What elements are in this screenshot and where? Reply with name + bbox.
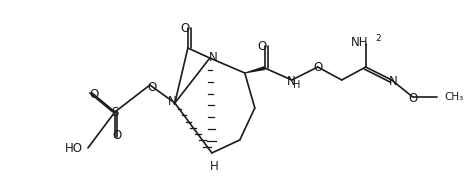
Text: 2: 2: [375, 34, 380, 43]
Text: S: S: [111, 106, 118, 120]
Text: CH₃: CH₃: [445, 92, 464, 102]
Text: H: H: [210, 161, 218, 173]
Polygon shape: [245, 66, 265, 74]
Text: O: O: [313, 61, 322, 74]
Text: O: O: [408, 92, 417, 104]
Text: N: N: [208, 51, 217, 64]
Text: O: O: [180, 22, 190, 34]
Text: O: O: [147, 81, 156, 93]
Text: O: O: [89, 87, 99, 101]
Text: N: N: [286, 74, 295, 87]
Text: N: N: [168, 95, 176, 109]
Text: O: O: [112, 130, 122, 142]
Text: H: H: [293, 80, 300, 90]
Text: O: O: [257, 40, 266, 53]
Text: HO: HO: [65, 142, 83, 155]
Text: NH: NH: [351, 35, 369, 49]
Text: N: N: [389, 74, 398, 87]
